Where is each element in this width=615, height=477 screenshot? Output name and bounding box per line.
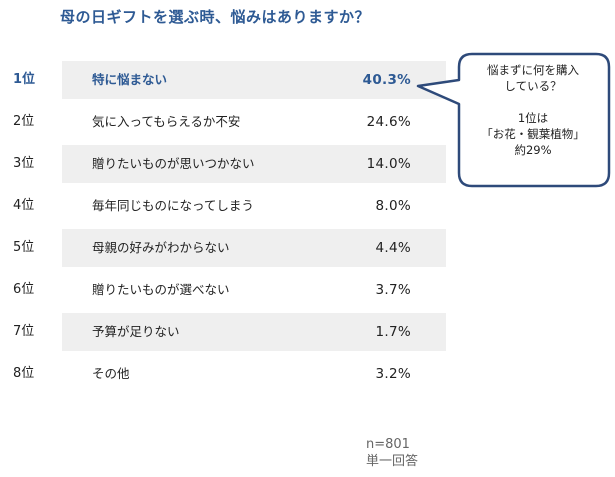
row-band (62, 229, 446, 267)
table-row: 6位 贈りたいものが選べない 3.7% (0, 269, 446, 311)
percent-value: 3.7% (375, 282, 411, 298)
percent-value: 14.0% (366, 156, 411, 172)
answer-type: 単一回答 (366, 454, 419, 469)
table-row: 5位 母親の好みがわからない 4.4% (0, 227, 446, 269)
percent-value: 8.0% (375, 198, 411, 214)
rank-label: 3位 (13, 156, 35, 171)
row-band (62, 61, 446, 99)
table-row: 4位 毎年同じものになってしまう 8.0% (0, 185, 446, 227)
callout-line: 約29% (514, 143, 552, 157)
item-label: 特に悩まない (92, 72, 168, 87)
sample-note: n=801 単一回答 (366, 436, 418, 470)
table-row: 2位 気に入ってもらえるか不安 24.6% (0, 101, 446, 143)
rank-label: 1位 (13, 72, 36, 87)
item-label: その他 (92, 366, 130, 381)
row-band (62, 313, 446, 351)
item-label: 毎年同じものになってしまう (92, 198, 254, 213)
table-row: 1位 特に悩まない 40.3% (0, 59, 446, 101)
item-label: 贈りたいものが選べない (92, 282, 230, 297)
item-label: 予算が足りない (92, 324, 180, 339)
rank-label: 4位 (13, 198, 35, 213)
callout-line: している？ (504, 79, 562, 93)
percent-value: 24.6% (366, 114, 411, 130)
chart-title: 母の日ギフトを選ぶ時、悩みはありますか？ (59, 8, 370, 26)
table-row: 3位 贈りたいものが思いつかない 14.0% (0, 143, 446, 185)
callout-line: 悩まずに何を購入 (487, 63, 579, 77)
percent-value: 4.4% (375, 240, 411, 256)
callout-line: 1位は (517, 111, 549, 125)
callout-line (458, 94, 608, 110)
percent-value: 40.3% (362, 72, 411, 88)
rank-label: 7位 (13, 324, 35, 339)
item-label: 気に入ってもらえるか不安 (92, 114, 241, 129)
speech-bubble-text: 悩まずに何を購入 している？ 1位は 「お花・観葉植物」 約29% (458, 62, 608, 158)
rank-label: 8位 (13, 366, 35, 381)
rank-label: 5位 (13, 240, 35, 255)
row-band (62, 145, 446, 183)
callout-line: 「お花・観葉植物」 (481, 127, 585, 141)
table-row: 7位 予算が足りない 1.7% (0, 311, 446, 353)
percent-value: 1.7% (375, 324, 411, 340)
rank-label: 6位 (13, 282, 35, 297)
table-row: 8位 その他 3.2% (0, 353, 446, 395)
sample-size: n=801 (366, 437, 410, 452)
percent-value: 3.2% (375, 366, 411, 382)
rank-label: 2位 (13, 114, 35, 129)
item-label: 母親の好みがわからない (92, 240, 230, 255)
item-label: 贈りたいものが思いつかない (92, 156, 255, 171)
ranking-table: 1位 特に悩まない 40.3% 2位 気に入ってもらえるか不安 24.6% 3位… (0, 59, 446, 395)
